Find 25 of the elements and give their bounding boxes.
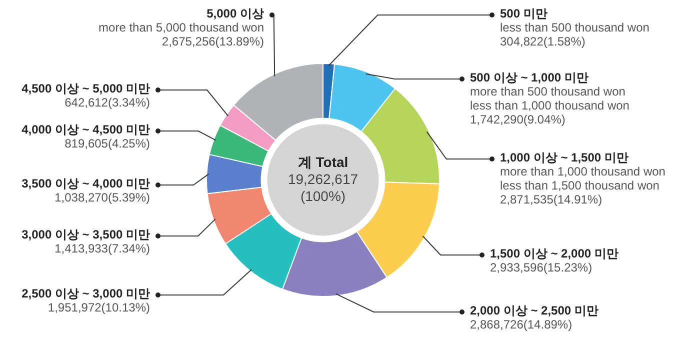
slice-label: 3,500 이상 ~ 4,000 미만	[22, 176, 150, 190]
slice-label: 500 미만 less than 500 thousand won	[500, 6, 650, 34]
data-label: 642,612(3.34%)	[64, 95, 150, 110]
slice-label: 4,500 이상 ~ 5,000 미만	[22, 81, 150, 96]
data-label: 2,871,535(14.91%)	[500, 192, 602, 206]
data-label: 1,413,933(7.34%)	[54, 241, 150, 256]
slice-label: 1,500 이상 ~ 2,000 미만	[490, 246, 618, 260]
data-label: 1,742,290(9.04%)	[470, 112, 566, 126]
slice-label: 5,000 이상 more than 5,000 thousand won	[98, 6, 264, 34]
slice-label: 500 이상 ~ 1,000 미만 more than 500 thousand won less than 1,000 thousand won	[470, 70, 630, 112]
data-label: 2,675,256(13.89%)	[162, 34, 264, 48]
text: 19,262,617	[288, 170, 358, 187]
slice-label: 4,000 이상 ~ 4,500 미만	[22, 122, 150, 136]
slice-label: 3,000 이상 ~ 3,500 미만	[22, 227, 150, 242]
data-label: 2,933,596(15.23%)	[490, 260, 592, 274]
data-label: 2,868,726(14.89%)	[470, 317, 572, 332]
text: 계 Total	[298, 154, 348, 170]
data-label: 304,822(1.58%)	[500, 34, 586, 48]
data-label: 819,605(4.25%)	[64, 136, 150, 150]
slice-label: 1,000 이상 ~ 1,500 미만 more than 1,000 thousand won less than 1,500 thousand won	[500, 150, 666, 192]
slice-label: 2,000 이상 ~ 2,500 미만	[470, 303, 598, 318]
data-label: 1,951,972(10.13%)	[48, 300, 150, 314]
slice-label: 2,500 이상 ~ 3,000 미만	[22, 286, 150, 300]
text: (100%)	[300, 188, 346, 204]
data-label: 1,038,270(5.39%)	[54, 190, 150, 204]
